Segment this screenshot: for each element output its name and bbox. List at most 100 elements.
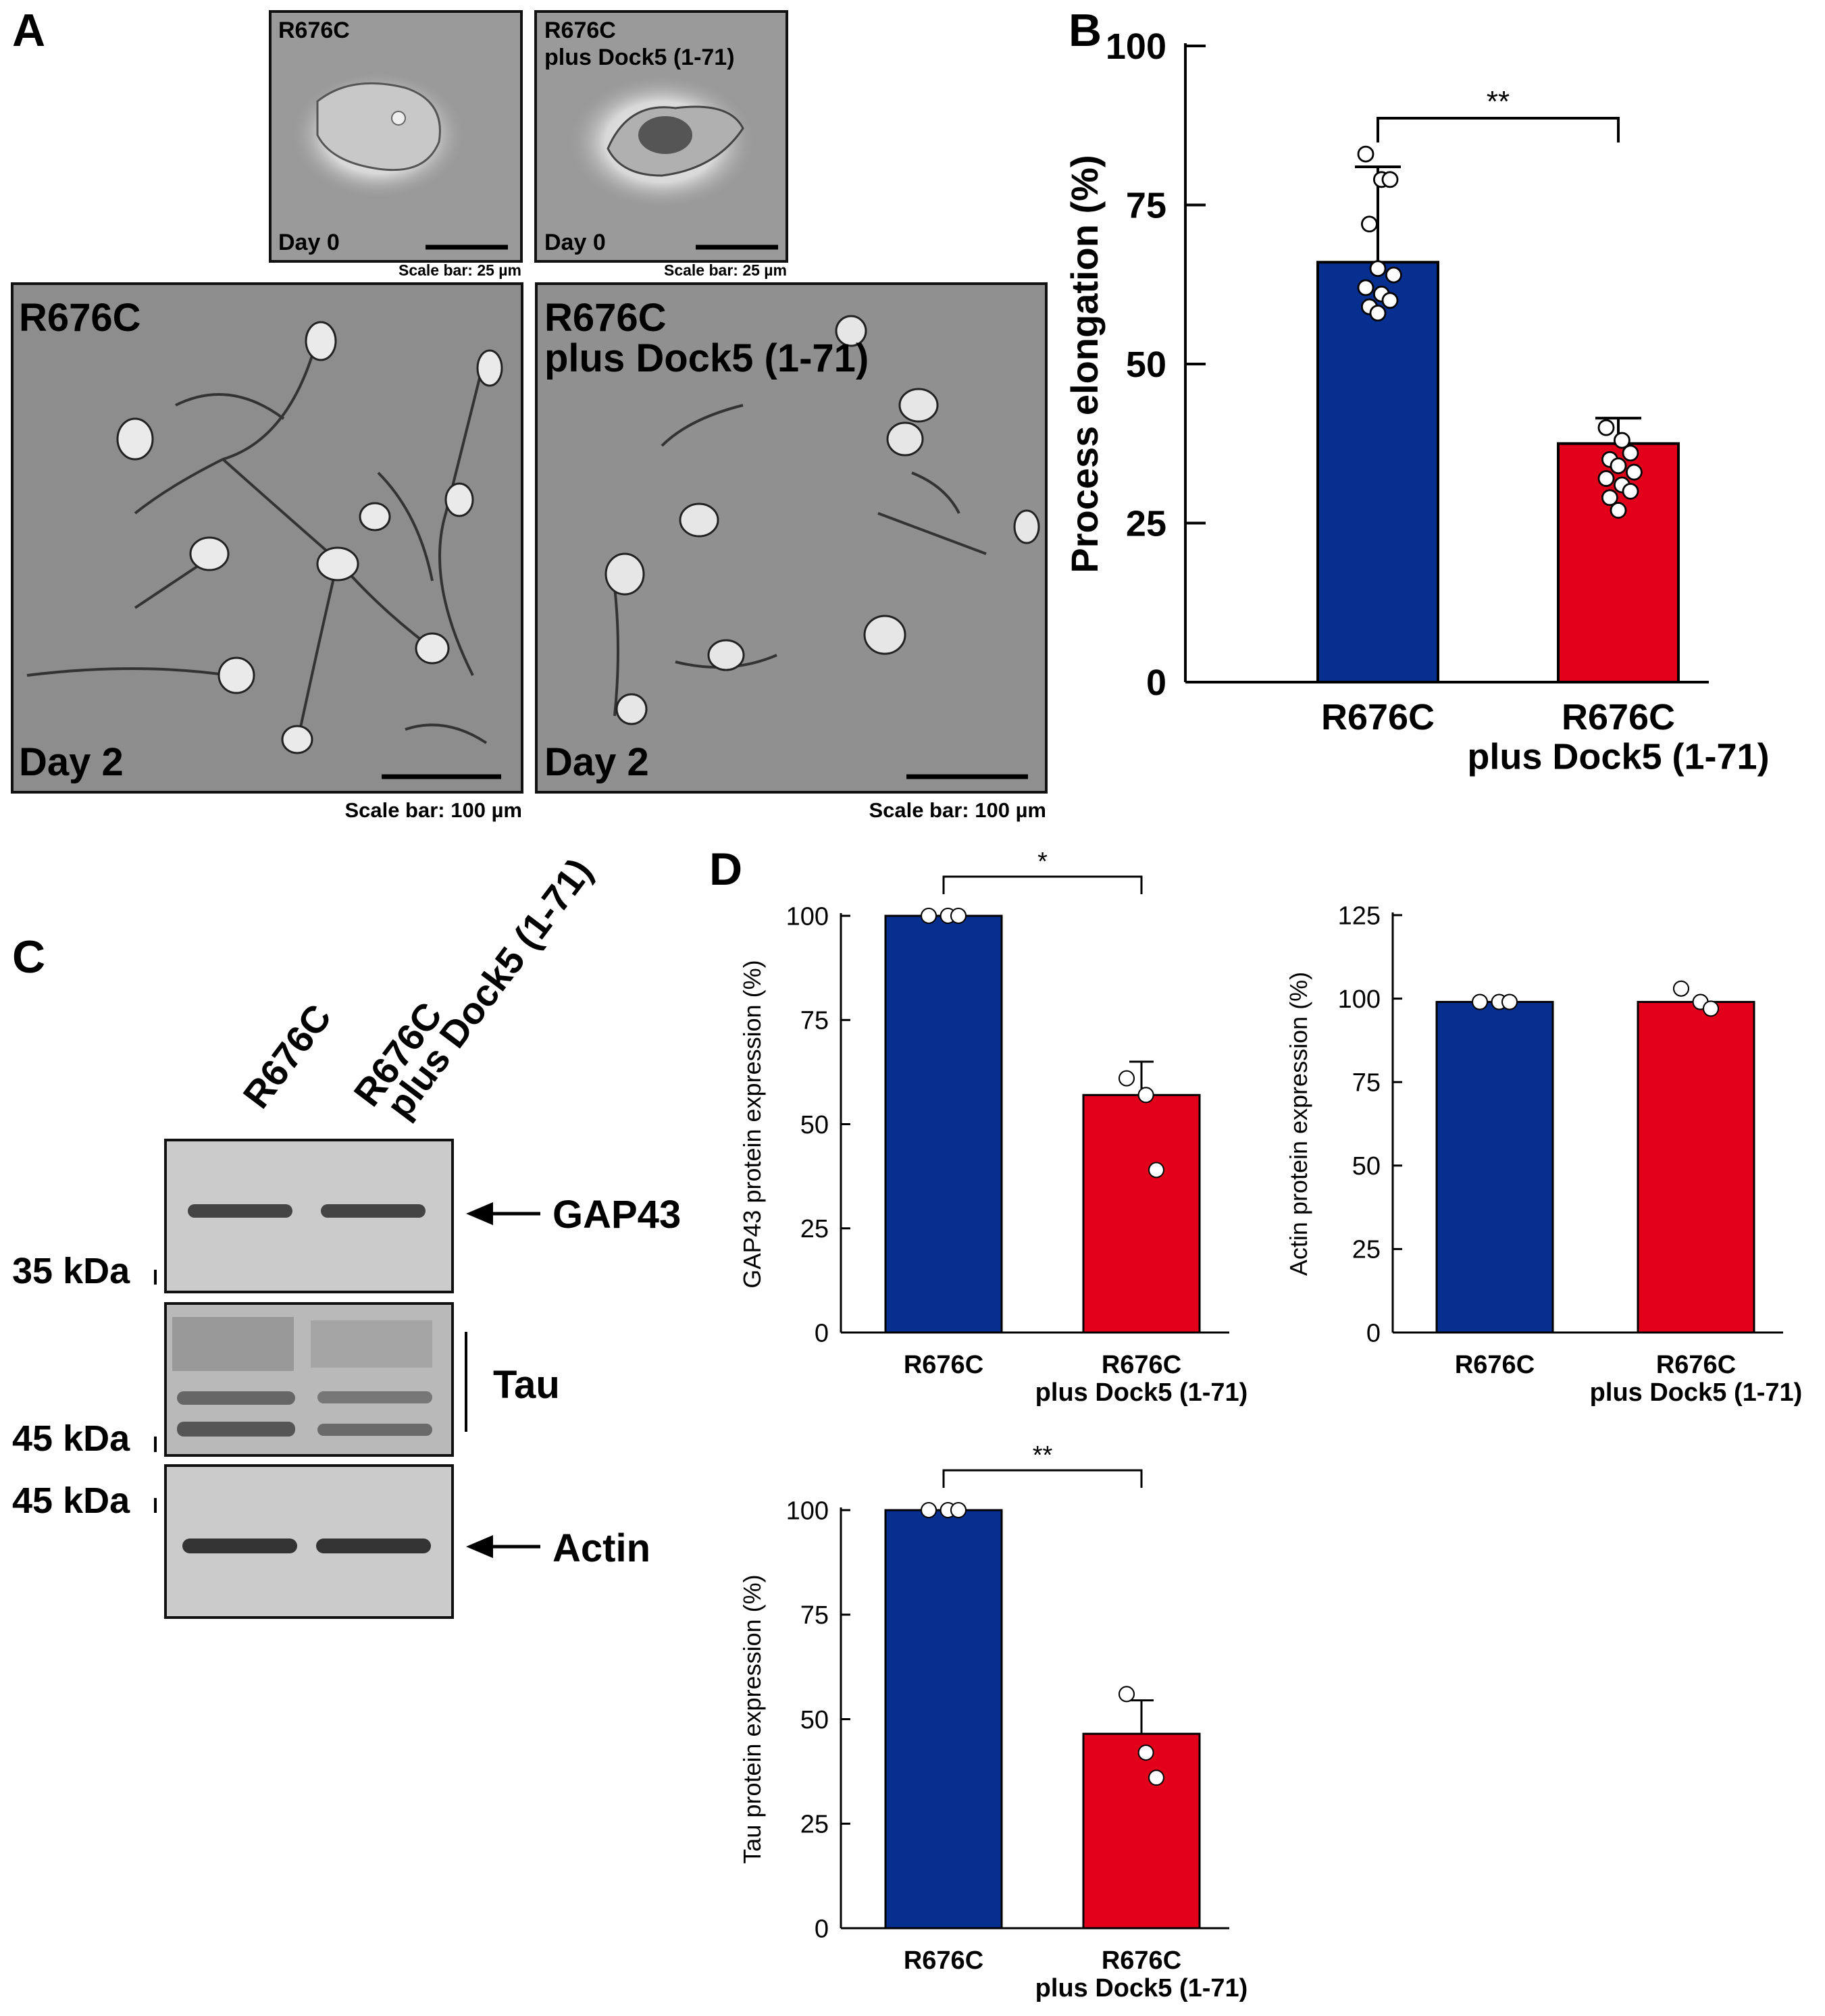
label-tau: Tau bbox=[493, 1363, 560, 1407]
y-tick-label: 50 bbox=[1126, 344, 1166, 385]
x-tick-label: plus Dock5 (1-71) bbox=[1467, 736, 1769, 777]
y-tick-label: 25 bbox=[800, 1215, 829, 1243]
y-tick-label: 25 bbox=[1352, 1236, 1381, 1264]
data-point bbox=[1672, 980, 1690, 997]
scale-bar-label: Scale bar: 25 µm bbox=[664, 261, 787, 279]
y-tick-label: 50 bbox=[800, 1111, 829, 1139]
blot-target-labels: GAP43 Tau Actin bbox=[465, 1193, 681, 1570]
western-blot-lane-labels: R676C R676C plus Dock5 (1-71) bbox=[234, 850, 600, 1126]
micrograph-day2-dock5: R676C plus Dock5 (1-71) Day 2 bbox=[535, 282, 1048, 794]
data-point bbox=[1597, 419, 1615, 436]
label-actin: Actin bbox=[552, 1526, 650, 1570]
x-tick-label: plus Dock5 (1-71) bbox=[1035, 1974, 1248, 2002]
bar bbox=[1082, 1732, 1201, 1930]
micro-day-label: Day 0 bbox=[544, 230, 606, 255]
data-point bbox=[1369, 260, 1387, 278]
significance-marker: ** bbox=[1033, 1441, 1053, 1470]
chart-tau-expression: 0 25 50 75 100 Tau protein expression (%) R676… bbox=[738, 1441, 1248, 2002]
y-tick-label: 25 bbox=[800, 1811, 829, 1839]
chart-actin-expression: 0 25 50 75 100 125 Actin protein expression (%… bbox=[1285, 902, 1802, 1407]
y-tick-label: 75 bbox=[800, 1007, 829, 1035]
data-point bbox=[1385, 266, 1402, 284]
bar bbox=[1316, 261, 1439, 683]
y-tick-label: 100 bbox=[1338, 985, 1381, 1014]
y-axis-label: Actin protein expression (%) bbox=[1285, 972, 1312, 1276]
data-point bbox=[1118, 1070, 1135, 1087]
data-point bbox=[950, 907, 967, 925]
x-tick-label: plus Dock5 (1-71) bbox=[1035, 1378, 1248, 1407]
marker-45kda-tau: 45 kDa bbox=[12, 1418, 130, 1459]
data-point bbox=[1597, 470, 1615, 487]
chart-gap43-expression: 0 25 50 75 100 GAP43 protein expression (%) R6… bbox=[738, 848, 1248, 1407]
micro-day-label: Day 0 bbox=[278, 230, 340, 255]
chart-process-elongation: 0 25 50 75 100 Process elongation (%) R676C R67… bbox=[1063, 26, 1770, 777]
data-point bbox=[1610, 502, 1627, 519]
bar bbox=[884, 914, 1003, 1334]
significance-bracket bbox=[942, 875, 1143, 894]
bar bbox=[1637, 1001, 1755, 1334]
y-tick-label: 75 bbox=[1352, 1069, 1381, 1097]
significance-bracket bbox=[942, 1469, 1143, 1488]
scale-bar-label: Scale bar: 25 µm bbox=[399, 261, 521, 279]
data-point bbox=[1357, 279, 1374, 296]
label-gap43: GAP43 bbox=[552, 1193, 681, 1237]
y-tick-label: 75 bbox=[1126, 185, 1166, 226]
blot-tau bbox=[164, 1302, 454, 1457]
y-tick-label: 25 bbox=[1126, 503, 1166, 544]
micrograph-day2-r676c: R676C Day 2 bbox=[11, 282, 523, 794]
x-tick-label: R676C bbox=[904, 1351, 983, 1379]
y-tick-label: 0 bbox=[815, 1319, 829, 1347]
data-point bbox=[1381, 171, 1399, 188]
panel-letter-d: D bbox=[709, 844, 742, 895]
y-axis-label: Process elongation (%) bbox=[1063, 155, 1106, 573]
x-tick-label: R676C bbox=[1656, 1351, 1736, 1379]
data-point bbox=[1625, 463, 1643, 481]
data-point bbox=[1148, 1162, 1165, 1179]
data-point bbox=[1622, 444, 1639, 462]
data-point bbox=[1137, 1087, 1154, 1104]
data-point bbox=[950, 1501, 967, 1519]
x-tick-label: plus Dock5 (1-71) bbox=[1590, 1378, 1803, 1407]
blot-lane-label-2-line2: plus Dock5 (1-71) bbox=[378, 850, 600, 1126]
micro-title-line2: plus Dock5 (1-71) bbox=[544, 336, 869, 380]
y-tick-label: 50 bbox=[800, 1706, 829, 1734]
micro-day-label: Day 2 bbox=[544, 740, 649, 784]
data-point bbox=[1357, 145, 1374, 163]
panel-letter-b: B bbox=[1069, 5, 1102, 56]
bar bbox=[1082, 1093, 1201, 1334]
data-point bbox=[920, 907, 937, 925]
micro-title-line2: plus Dock5 (1-71) bbox=[544, 45, 735, 70]
panel-letter-c: C bbox=[12, 931, 45, 983]
data-point bbox=[1501, 993, 1518, 1010]
data-point bbox=[1471, 993, 1489, 1010]
arrow-left-icon bbox=[466, 1202, 493, 1225]
y-tick-label: 100 bbox=[1106, 26, 1166, 67]
data-point bbox=[1137, 1744, 1154, 1761]
x-tick-label: R676C bbox=[1562, 697, 1675, 738]
data-point bbox=[1369, 305, 1387, 322]
data-point bbox=[1622, 483, 1639, 500]
data-point bbox=[1613, 432, 1630, 449]
marker-45kda-actin: 45 kDa bbox=[12, 1480, 130, 1521]
blot-gap43 bbox=[164, 1139, 454, 1293]
significance-bracket bbox=[1377, 117, 1620, 143]
bar bbox=[884, 1509, 1003, 1930]
x-tick-label: R676C bbox=[1102, 1351, 1181, 1379]
data-point bbox=[1601, 489, 1618, 507]
micro-title-line1: R676C bbox=[544, 296, 667, 340]
scale-bar-label: Scale bar: 100 µm bbox=[869, 798, 1046, 822]
micrograph-day0-r676c: R676C Day 0 bbox=[269, 10, 523, 263]
marker-35kda: 35 kDa bbox=[12, 1251, 130, 1291]
significance-marker: * bbox=[1037, 848, 1048, 876]
blot-molecular-markers: 35 kDa 45 kDa 45 kDa bbox=[12, 1251, 157, 1521]
data-point bbox=[1148, 1769, 1165, 1786]
scale-bar-label: Scale bar: 100 µm bbox=[344, 798, 522, 822]
y-axis-label: Tau protein expression (%) bbox=[738, 1574, 766, 1863]
data-point bbox=[1118, 1686, 1135, 1703]
data-point bbox=[1702, 1000, 1720, 1017]
y-tick-label: 125 bbox=[1338, 902, 1381, 930]
data-point bbox=[1361, 215, 1378, 233]
micro-title: R676C bbox=[278, 18, 350, 43]
y-tick-label: 100 bbox=[786, 902, 829, 931]
